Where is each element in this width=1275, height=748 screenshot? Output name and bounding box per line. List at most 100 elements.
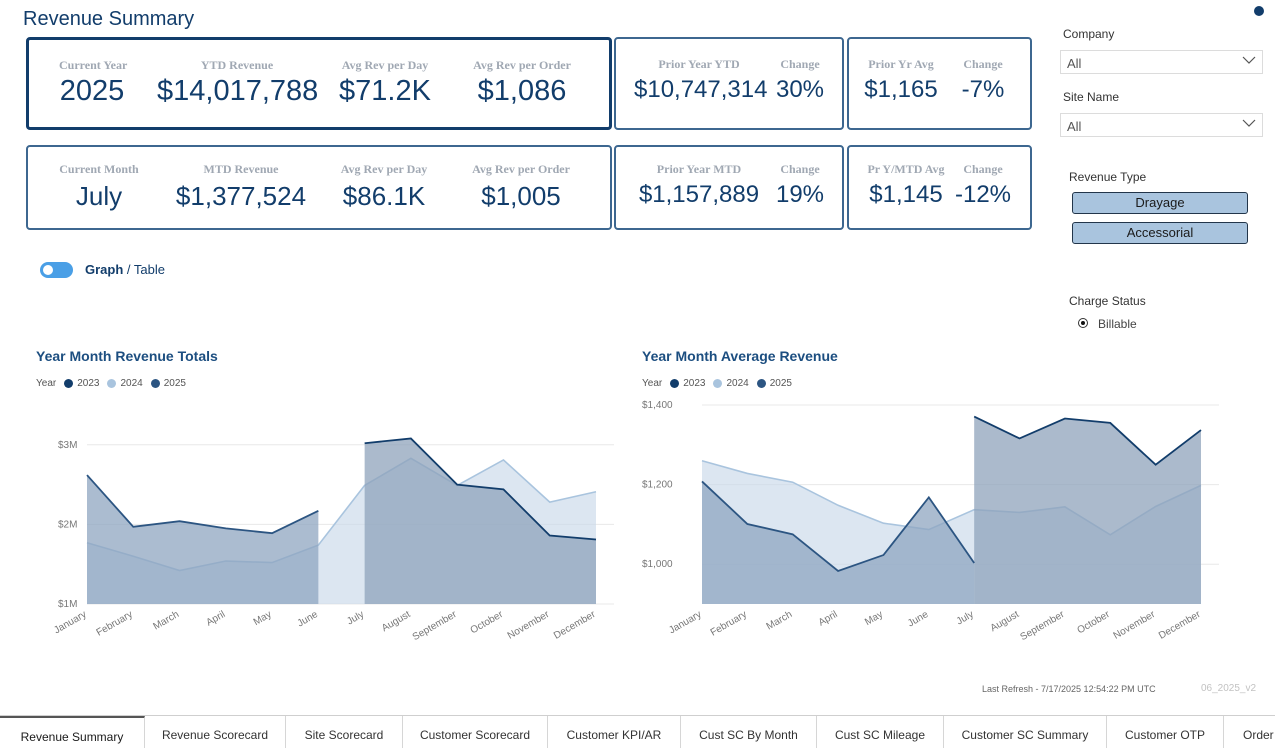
metric-avg-rev-per-order: Avg Rev per Order $1,005 (466, 162, 576, 212)
metric-value: $1,377,524 (175, 181, 307, 211)
x-tick-label: July (345, 609, 366, 627)
legend-average-revenue: Year 2023 2024 2025 (642, 378, 792, 389)
chart-average-revenue: $1,000 $1,200 $1,400 January February March Ap… (642, 400, 1219, 643)
metric-pr-ymtd-avg: Pr Y/MTD Avg $1,145 (861, 162, 951, 209)
tab-customer-kpi-ar[interactable]: Customer KPI/AR (548, 716, 681, 748)
page-tabs: Revenue Summary Revenue Scorecard Site S… (0, 715, 1275, 748)
x-tick-label: December (552, 609, 598, 642)
metric-avg-rev-per-day: Avg Rev per Day $71.2K (335, 58, 435, 108)
company-select[interactable]: All (1060, 50, 1263, 74)
metric-value: $10,747,314 (634, 76, 768, 103)
billable-radio[interactable] (1078, 318, 1088, 328)
page-title: Revenue Summary (23, 8, 195, 30)
area-2023 (364, 438, 596, 604)
metric-prior-yr-avg: Prior Yr Avg $1,165 (861, 57, 941, 104)
chart-revenue-totals: $1M $2M $3M January February March April May Jun… (52, 437, 614, 643)
legend-entry: 2024 (120, 378, 143, 389)
tab-site-scorecard[interactable]: Site Scorecard (286, 716, 403, 748)
metric-label: Current Year (59, 58, 128, 72)
legend-title: Year (642, 378, 663, 389)
metric-mtd-revenue: MTD Revenue $1,377,524 (166, 162, 316, 212)
graph-table-toggle-label: Graph / Table (85, 262, 165, 277)
area-2023 (974, 416, 1201, 604)
x-tick-label: August (380, 609, 413, 634)
x-tick-label: January (52, 609, 88, 636)
y-tick-label: $1M (58, 599, 77, 610)
line-2023 (364, 437, 597, 541)
x-tick-label: February (709, 609, 749, 639)
metric-current-year: Current Year 2025 (59, 58, 128, 108)
metric-value: July (75, 181, 123, 211)
metric-label: Avg Rev per Order (472, 162, 570, 176)
metric-value: 30% (775, 76, 825, 103)
metric-value: $1,005 (481, 181, 561, 211)
graph-label[interactable]: Graph (85, 262, 124, 277)
metric-current-month: Current Month July (53, 162, 145, 212)
tab-customer-sc-summary[interactable]: Customer SC Summary (944, 716, 1107, 748)
metric-prior-year-mtd: Prior Year MTD $1,157,889 (634, 162, 764, 209)
card-current-year: Current Year 2025 YTD Revenue $14,017,78… (26, 37, 612, 130)
x-tick-label: July (955, 609, 976, 627)
status-dot (1254, 6, 1264, 16)
revenue-type-accessorial-button[interactable]: Accessorial (1072, 222, 1248, 244)
company-select-value: All (1067, 56, 1082, 71)
tab-cust-sc-by-month[interactable]: Cust SC By Month (681, 716, 817, 748)
metric-label: Current Month (59, 162, 139, 176)
x-tick-label: May (863, 609, 885, 628)
metric-label: Change (780, 162, 820, 176)
x-tick-label: October (469, 609, 506, 637)
metric-change: Change 19% (772, 162, 828, 209)
metric-value: 2025 (59, 75, 125, 107)
y-tick-label: $1,000 (642, 559, 673, 570)
metric-value: $1,145 (869, 181, 943, 208)
toggle-knob (43, 265, 53, 275)
tab-customer-scorecard[interactable]: Customer Scorecard (403, 716, 548, 748)
charge-status-label: Charge Status (1069, 294, 1146, 308)
y-tick-label: $1,400 (642, 400, 673, 411)
billable-radio-label[interactable]: Billable (1098, 317, 1137, 331)
metric-ytd-revenue: YTD Revenue $14,017,788 (157, 58, 319, 108)
metric-label: Prior Year MTD (656, 162, 742, 176)
tab-revenue-summary[interactable]: Revenue Summary (0, 716, 145, 748)
metric-prior-year-ytd: Prior Year YTD $10,747,314 (634, 57, 768, 104)
x-tick-label: May (252, 609, 274, 628)
legend-title: Year (36, 378, 57, 389)
legend-dot-2025 (756, 379, 766, 388)
graph-table-toggle[interactable] (40, 262, 73, 278)
chart-title-average-revenue: Year Month Average Revenue (642, 348, 838, 364)
metric-label: Avg Rev per Day (341, 58, 429, 72)
site-name-select[interactable]: All (1060, 113, 1263, 137)
x-tick-label: June (296, 609, 321, 630)
card-pr-ymtd-avg: Pr Y/MTD Avg $1,145 Change -12% (847, 145, 1032, 230)
metric-label: Change (780, 57, 820, 71)
card-prior-yr-avg: Prior Yr Avg $1,165 Change -7% (847, 37, 1032, 130)
metric-label: Change (963, 57, 1003, 71)
metric-value: $14,017,788 (157, 75, 319, 107)
x-tick-label: December (1157, 609, 1203, 642)
tab-revenue-scorecard[interactable]: Revenue Scorecard (145, 716, 286, 748)
legend-dot-2024 (107, 379, 117, 388)
revenue-type-drayage-button[interactable]: Drayage (1072, 192, 1248, 214)
y-tick-label: $2M (58, 519, 77, 530)
metric-value: $1,157,889 (638, 181, 760, 208)
x-tick-label: October (1075, 609, 1112, 637)
y-tick-label: $3M (58, 440, 77, 451)
card-current-month: Current Month July MTD Revenue $1,377,52… (26, 145, 612, 230)
metric-label: Prior Yr Avg (868, 57, 934, 71)
x-tick-label: August (989, 609, 1022, 634)
x-tick-label: January (667, 609, 703, 636)
metric-avg-rev-per-order: Avg Rev per Order $1,086 (467, 58, 577, 108)
x-tick-label: September (1019, 609, 1067, 643)
metric-label: Avg Rev per Order (473, 58, 571, 72)
x-tick-label: November (1112, 609, 1158, 642)
table-label[interactable]: Table (133, 262, 165, 277)
area-2025 (702, 481, 975, 604)
tab-customer-otp[interactable]: Customer OTP (1107, 716, 1224, 748)
legend-revenue-totals: Year 2023 2024 2025 (36, 378, 186, 389)
line-2025 (701, 480, 975, 572)
tab-cust-sc-mileage[interactable]: Cust SC Mileage (817, 716, 944, 748)
metric-label: Pr Y/MTD Avg (867, 162, 945, 176)
x-tick-label: March (765, 609, 795, 632)
metric-value: -12% (954, 181, 1012, 208)
tab-order[interactable]: Order (1243, 728, 1274, 742)
